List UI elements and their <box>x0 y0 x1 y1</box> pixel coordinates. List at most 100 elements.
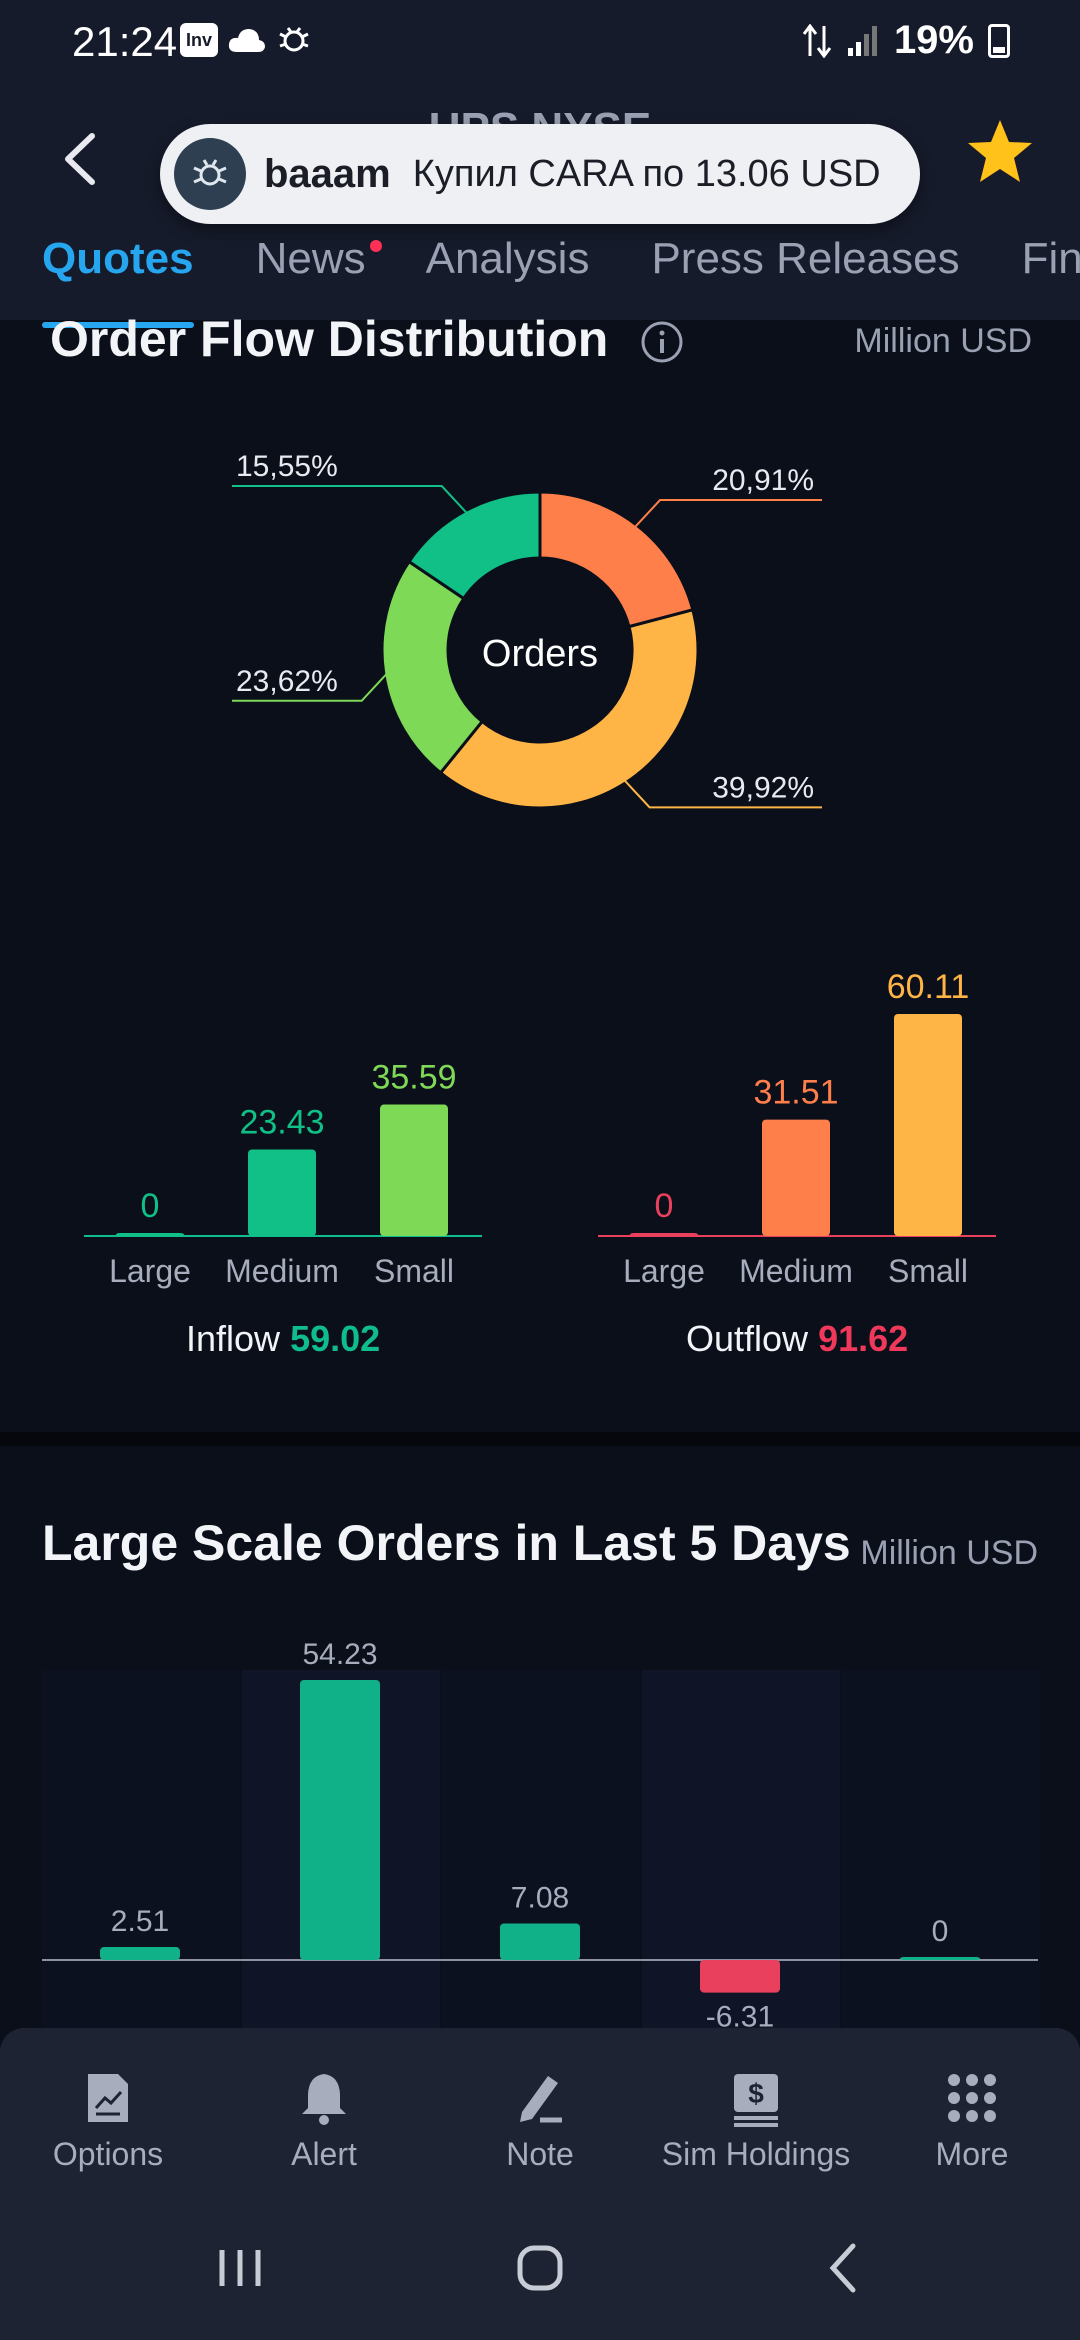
flow-bar-value: 31.51 <box>753 1074 838 1112</box>
large-order-value: 54.23 <box>302 1638 377 1671</box>
large-order-bar <box>900 1957 980 1960</box>
large-orders-unit: Million USD <box>860 1534 1038 1572</box>
toast-message: Купил CARA по 13.06 USD <box>412 152 881 195</box>
status-time: 21:24 <box>72 18 178 65</box>
tab-press-releases[interactable]: Press Releases <box>651 234 960 283</box>
tab-analysis[interactable]: Analysis <box>425 234 590 283</box>
svg-text:$: $ <box>748 2078 764 2109</box>
flow-bar <box>380 1104 448 1236</box>
bottom-toolbar: Options Alert Note $ Sim Holdings More <box>0 2028 1080 2188</box>
battery-icon <box>988 23 1010 58</box>
donut-leader-line <box>622 778 822 809</box>
flow-bar-value: 23.43 <box>239 1103 324 1141</box>
flow-bar <box>762 1119 830 1236</box>
inflow-total: Inflow 59.02 <box>186 1318 380 1360</box>
donut-leader-line <box>633 499 822 529</box>
flow-bar-charts: 0 Large 23.43 Medium 35.59 Small 0 Large 31.51 Me… <box>84 968 996 1289</box>
tab-quotes[interactable]: Quotes <box>42 234 194 328</box>
day-column <box>842 1670 1040 2040</box>
large-order-bar <box>100 1947 180 1960</box>
alert-button[interactable]: Alert <box>216 2028 432 2188</box>
back-nav-icon[interactable] <box>805 2228 885 2308</box>
donut-slice <box>380 559 485 775</box>
toast-username: baaam <box>264 151 391 196</box>
donut-percent-label: 20,91% <box>712 464 814 497</box>
donut-percent-label: 39,92% <box>712 771 814 804</box>
donut-percent-label: 15,55% <box>236 450 338 483</box>
outflow-value: 91.62 <box>818 1318 909 1359</box>
flow-bar-category: Large <box>109 1253 191 1289</box>
top-nav: UPS NYSE baaam Купил CARA по 13.06 USD Q… <box>0 84 1080 328</box>
bell-icon <box>302 2074 346 2125</box>
more-label: More <box>935 2136 1009 2172</box>
sim-holdings-icon: $ <box>734 2074 778 2127</box>
more-button[interactable]: More <box>864 2028 1080 2188</box>
system-navbar <box>0 2188 1080 2340</box>
status-bar: 21:24 Inv 19% <box>0 0 1080 84</box>
recent-apps-icon[interactable] <box>200 2228 280 2308</box>
tab-financials[interactable]: Fina <box>1021 234 1080 283</box>
grid-dots-icon <box>948 2074 996 2122</box>
notification-icons: Inv <box>180 22 312 58</box>
data-arrows-icon <box>802 23 832 58</box>
back-button[interactable] <box>50 124 110 194</box>
outflow-label: Outflow <box>686 1318 809 1359</box>
system-status: 19% <box>802 18 1010 63</box>
flow-bar <box>894 1014 962 1236</box>
donut-slice <box>406 490 542 601</box>
tab-news[interactable]: News <box>255 234 382 314</box>
avatar-icon <box>193 159 227 186</box>
large-order-value: 7.08 <box>511 1881 569 1914</box>
alert-label: Alert <box>291 2136 357 2172</box>
flow-bar-value: 60.11 <box>887 968 970 1006</box>
order-donut-chart: 20,91% 39,92% 23,62% 15,55% Orders <box>232 450 822 810</box>
donut-slice <box>438 608 700 810</box>
inflow-value: 59.02 <box>290 1318 381 1359</box>
battery-percent: 19% <box>893 18 974 62</box>
section-divider <box>0 1432 1080 1446</box>
large-orders-title: Large Scale Orders in Last 5 Days <box>42 1515 851 1571</box>
sim-holdings-label: Sim Holdings <box>661 2136 851 2172</box>
avatar <box>174 138 246 210</box>
note-button[interactable]: Note <box>432 2028 648 2188</box>
order-flow-title: Order Flow Distribution <box>50 311 609 367</box>
sim-holdings-button[interactable]: $ Sim Holdings <box>648 2028 864 2188</box>
star-icon[interactable] <box>962 114 1038 190</box>
flow-bar <box>248 1149 316 1236</box>
flow-bar-value: 35.59 <box>371 1059 456 1097</box>
note-label: Note <box>506 2136 574 2172</box>
donut-center-label: Orders <box>482 633 598 675</box>
order-flow-unit: Million USD <box>854 322 1032 360</box>
outflow-total: Outflow 91.62 <box>686 1318 908 1360</box>
info-icon[interactable] <box>640 320 684 364</box>
large-order-value: 0 <box>932 1915 949 1948</box>
investing-app-icon: Inv <box>180 23 218 57</box>
large-order-bar <box>500 1923 580 1960</box>
flow-bar-category: Medium <box>225 1253 339 1289</box>
flow-bar-value: 0 <box>655 1187 674 1225</box>
donut-slice <box>538 490 695 629</box>
home-icon[interactable] <box>500 2228 580 2308</box>
bug-icon <box>279 27 309 52</box>
large-order-bar <box>300 1680 380 1960</box>
large-order-bar <box>700 1960 780 1993</box>
flow-bar-category: Medium <box>739 1253 853 1289</box>
options-chart-icon <box>88 2074 128 2122</box>
options-button[interactable]: Options <box>0 2028 216 2188</box>
flow-bar-category: Small <box>374 1253 454 1289</box>
signal-icon <box>847 25 877 56</box>
donut-percent-label: 23,62% <box>236 665 338 698</box>
flow-bar <box>630 1233 698 1236</box>
day-column <box>442 1670 640 2040</box>
donut-leader-line <box>232 672 389 702</box>
inflow-label: Inflow <box>186 1318 281 1359</box>
flow-bar-category: Large <box>623 1253 705 1289</box>
donut-leader-line <box>232 485 469 515</box>
options-label: Options <box>52 2136 164 2172</box>
tab-news-label: News <box>255 234 366 283</box>
large-order-value: 2.51 <box>111 1905 169 1938</box>
activity-toast[interactable]: baaam Купил CARA по 13.06 USD <box>160 124 920 224</box>
flow-bar-value: 0 <box>141 1187 160 1225</box>
day-column <box>42 1670 240 2040</box>
